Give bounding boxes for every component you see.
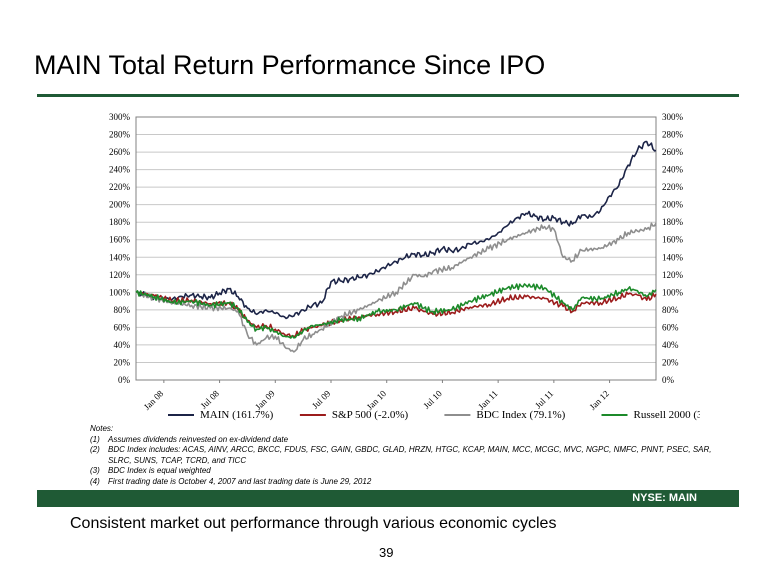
note-text: BDC Index is equal weighted [108,466,211,475]
note-number: (2) [90,445,100,454]
y-tick-label-left: 100% [109,287,131,297]
y-tick-label-left: 300% [109,112,131,122]
note-item: (1) Assumes dividends reinvested on ex-d… [90,435,730,446]
y-tick-label-left: 180% [109,217,131,227]
notes: Notes: (1) Assumes dividends reinvested … [90,424,730,487]
y-tick-label-left: 60% [114,322,131,332]
x-tick-label: Jan 12 [587,388,611,412]
y-tick-label-right: 160% [662,235,684,245]
y-tick-label-right: 0% [662,375,675,385]
y-tick-label-right: 100% [662,287,684,297]
y-tick-label-left: 160% [109,235,131,245]
page-number: 39 [379,545,394,560]
note-item: (2) BDC Index includes: ACAS, AINV, ARCC… [90,445,730,466]
performance-chart: 0% 0% 20% 20% 40% 40% 60% 60% 80% 80% 100% 100% 120%… [109,112,701,421]
y-tick-label-left: 120% [109,270,131,280]
x-tick-label: Jan 08 [142,388,166,412]
tagline: Consistent market out performance throug… [70,515,557,532]
series-line-3 [135,283,657,339]
y-tick-label-left: 140% [109,252,131,262]
note-number: (4) [90,476,100,486]
title-rule [37,94,739,97]
y-tick-label-right: 180% [662,217,684,227]
footer-bar: NYSE: MAIN [37,490,739,507]
x-tick-label: Jul 11 [533,388,555,410]
y-tick-label-right: 80% [662,305,679,315]
note-item: (3) BDC Index is equal weighted [90,466,730,477]
note-text: BDC Index includes: ACAS, AINV, ARCC, BK… [108,445,712,465]
y-tick-label-right: 280% [662,130,684,140]
note-text: Assumes dividends reinvested on ex-divid… [108,434,289,444]
y-tick-label-left: 0% [118,375,131,385]
y-tick-label-right: 40% [662,340,679,350]
y-tick-label-right: 140% [662,252,684,262]
legend-label: BDC Index (79.1%) [476,409,565,421]
y-tick-label-right: 60% [662,322,679,332]
notes-header: Notes: [90,424,114,433]
note-number: (3) [90,466,100,475]
plot-frame [135,116,657,381]
y-tick-label-right: 220% [662,182,684,192]
y-tick-label-left: 220% [109,182,131,192]
x-tick-label: Jul 09 [310,388,333,411]
note-item: (4) First trading date is October 4, 200… [90,477,730,488]
y-tick-label-right: 200% [662,200,684,210]
y-tick-label-left: 240% [109,165,131,175]
series-line-0 [135,140,657,320]
y-tick-label-left: 20% [114,357,131,367]
y-tick-label-right: 20% [662,357,679,367]
y-tick-label-right: 240% [662,165,684,175]
series-line-2 [135,222,657,353]
y-tick-label-left: 40% [114,340,131,350]
chart-area: 0% 0% 20% 20% 40% 40% 60% 60% 80% 80% 100% 100% 120%… [80,105,700,435]
page-title: MAIN Total Return Performance Since IPO [34,50,546,80]
x-tick-label: Jul 10 [421,388,444,411]
note-number: (1) [90,434,100,444]
note-text: First trading date is October 4, 2007 an… [108,476,372,486]
y-tick-label-right: 260% [662,147,684,157]
series-line-1 [135,291,657,339]
y-tick-label-right: 300% [662,112,684,122]
legend-label: S&P 500 (-2.0%) [332,409,409,421]
y-tick-label-left: 260% [109,147,131,157]
y-tick-label-left: 200% [109,200,131,210]
footer-ticker: NYSE: MAIN [632,492,697,504]
x-tick-label: Jul 08 [199,388,222,411]
y-tick-label-left: 80% [114,305,131,315]
legend-label: Russell 2000 (3.0%) [634,409,701,421]
y-tick-label-left: 280% [109,130,131,140]
y-tick-label-right: 120% [662,270,684,280]
legend-label: MAIN (161.7%) [200,409,274,421]
